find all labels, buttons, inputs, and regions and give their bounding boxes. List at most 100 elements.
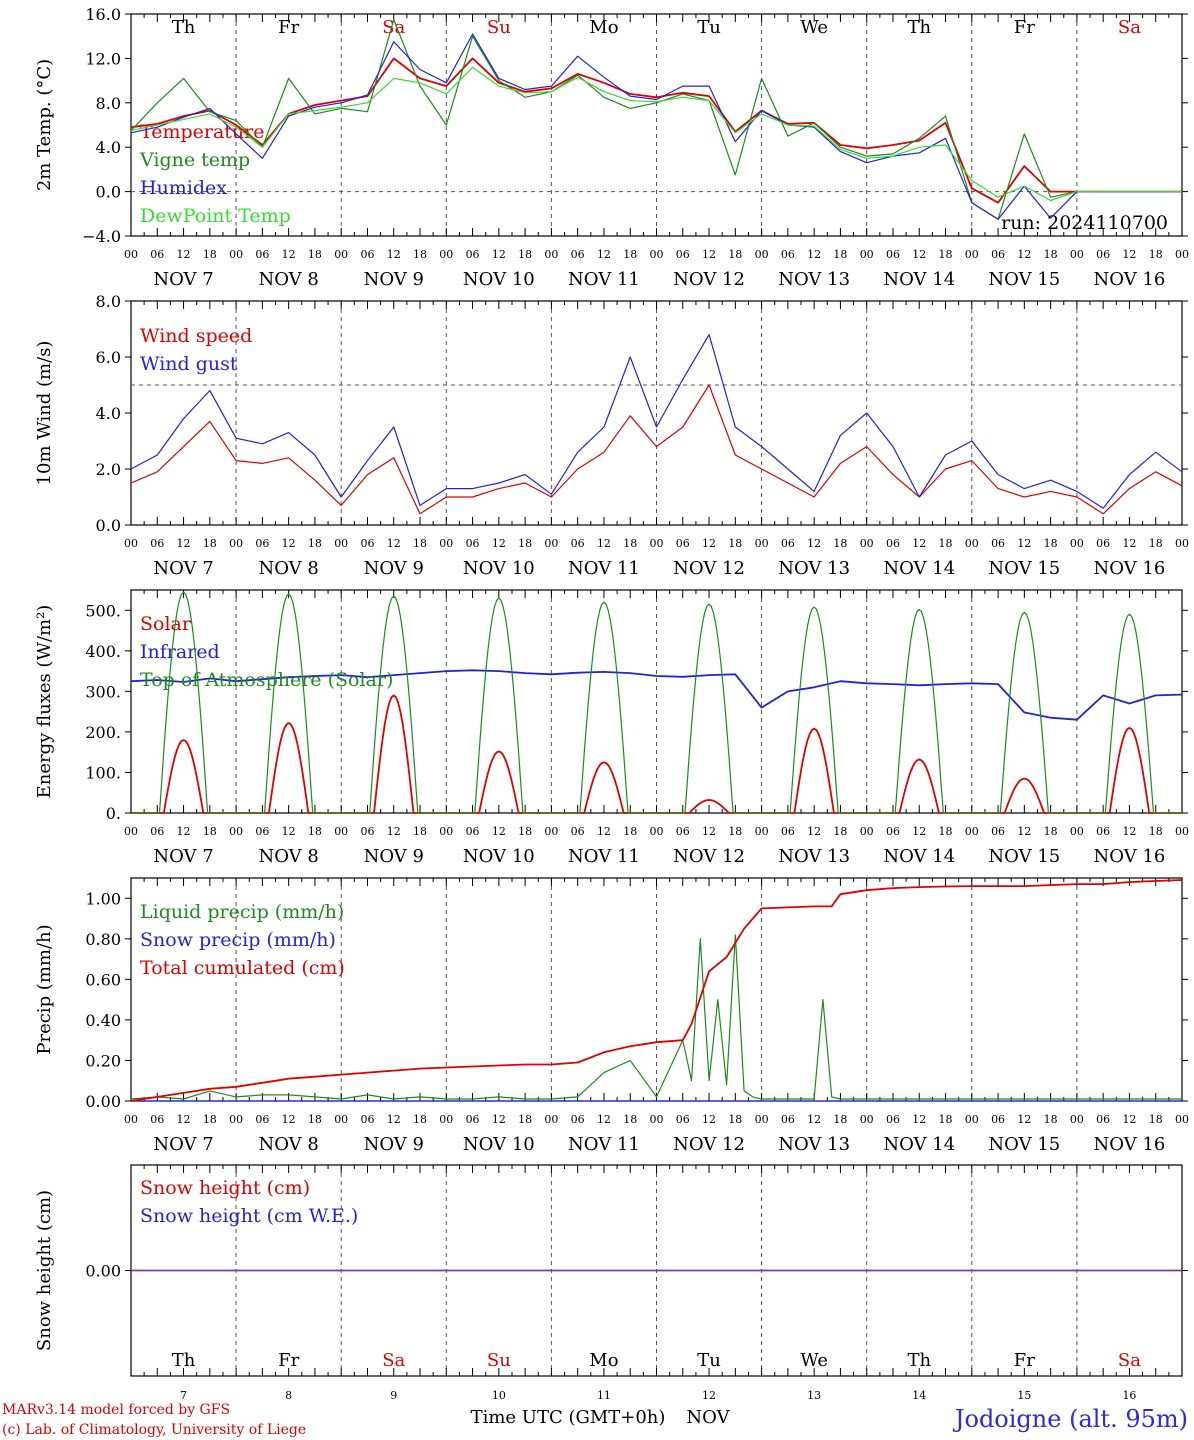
date-label: NOV 8: [258, 558, 318, 579]
hour-tick-label: 06: [991, 1113, 1005, 1126]
hour-tick-label: 06: [781, 248, 795, 261]
y-tick-label: 0.0: [96, 183, 121, 202]
hour-tick-label: 00: [1175, 1113, 1189, 1126]
hour-tick-label: 00: [860, 537, 874, 550]
series-line: [130, 384, 1183, 515]
hour-tick-label: 18: [518, 1113, 532, 1126]
hour-tick-label: 06: [676, 1113, 690, 1126]
y-tick-label: 0.: [106, 804, 121, 823]
legend-entry: Snow height (cm W.E.): [140, 1205, 358, 1227]
hour-tick-label: 00: [544, 825, 558, 838]
hour-tick-label: 12: [597, 537, 611, 550]
date-label: NOV 7: [153, 269, 213, 290]
hour-tick-label: 06: [676, 825, 690, 838]
hour-tick-label: 00: [1175, 825, 1189, 838]
hour-tick-label: 00: [334, 537, 348, 550]
hour-tick-label: 12: [807, 825, 821, 838]
hour-tick-label: 06: [571, 1113, 585, 1126]
y-tick-label: 0.60: [85, 970, 121, 989]
hour-tick-label: 00: [755, 248, 769, 261]
hour-tick-label: 06: [1096, 1113, 1110, 1126]
hour-tick-label: 18: [623, 537, 637, 550]
series-line: [130, 19, 1182, 220]
y-tick-label: 6.0: [96, 348, 121, 367]
hour-tick-label: 18: [1149, 1113, 1163, 1126]
hour-tick-label: 18: [203, 248, 217, 261]
hour-tick-label: 00: [124, 1113, 138, 1126]
hour-tick-label: 12: [492, 248, 506, 261]
hour-tick-label: 06: [255, 537, 269, 550]
hour-tick-label: 06: [781, 537, 795, 550]
hour-tick-label: 00: [860, 248, 874, 261]
y-tick-label: 4.0: [96, 138, 121, 157]
hour-tick-label: 12: [597, 1113, 611, 1126]
hour-tick-label: 18: [623, 248, 637, 261]
hour-tick-label: 12: [597, 248, 611, 261]
hour-tick-label: 18: [518, 537, 532, 550]
hour-tick-label: 00: [124, 537, 138, 550]
y-axis-label: Snow height (cm): [34, 1190, 55, 1351]
y-tick-label: 500.: [85, 601, 121, 620]
series-line: [130, 879, 1183, 1102]
hour-tick-label: 00: [755, 825, 769, 838]
wind-panel: 8.0 6.0 4.0 2.0 0.0 10m Wind (m/s) 00 06 12 18 NOV…: [34, 292, 1189, 579]
hour-tick-label: 18: [413, 248, 427, 261]
date-label: NOV 12: [673, 558, 745, 579]
date-label: NOV 11: [568, 1134, 640, 1155]
footer-model: MARv3.14 model forced by GFS: [2, 1402, 230, 1418]
hour-tick-label: 06: [676, 537, 690, 550]
hour-tick-label: 12: [177, 825, 191, 838]
date-label: NOV 7: [153, 846, 213, 867]
legend-entry: Wind gust: [140, 353, 238, 375]
hour-tick-label: 18: [833, 825, 847, 838]
hour-tick-label: 18: [939, 537, 953, 550]
hour-tick-label: 12: [387, 1113, 401, 1126]
hour-tick-label: 00: [439, 825, 453, 838]
hour-tick-label: 18: [1149, 537, 1163, 550]
hour-tick-label: 06: [1096, 825, 1110, 838]
hour-tick-label: 12: [597, 825, 611, 838]
hour-tick-label: 00: [965, 537, 979, 550]
hour-tick-label: 06: [255, 248, 269, 261]
hour-tick-label: 18: [413, 1113, 427, 1126]
hour-tick-label: 12: [702, 248, 716, 261]
day-number-label: 11: [597, 1389, 611, 1402]
hour-tick-label: 12: [702, 537, 716, 550]
hour-tick-label: 18: [1044, 825, 1058, 838]
day-number-label: 15: [1017, 1389, 1031, 1402]
hour-tick-label: 06: [781, 825, 795, 838]
day-number-label: 7: [180, 1389, 187, 1402]
date-label: NOV 13: [778, 558, 850, 579]
hour-tick-label: 12: [387, 825, 401, 838]
hour-tick-label: 00: [1070, 248, 1084, 261]
hour-tick-label: 00: [1070, 825, 1084, 838]
legend-entry: Top of Atmosphere (Solar): [140, 669, 393, 691]
hour-tick-label: 00: [439, 248, 453, 261]
temperature-panel: 16.0 12.0 8.0 4.0 0.0 −4.0 2m Temp. (°C) 00 06 12…: [34, 5, 1189, 290]
hour-tick-label: 00: [439, 1113, 453, 1126]
precip-panel: 1.00 0.80 0.60 0.40 0.20 0.00 Precip (mm/h) 00 0…: [34, 877, 1189, 1155]
hour-tick-label: 00: [860, 825, 874, 838]
weekday-label: Fr: [278, 1350, 299, 1371]
hour-tick-label: 00: [544, 1113, 558, 1126]
hour-tick-label: 18: [203, 537, 217, 550]
date-label: NOV 9: [364, 846, 424, 867]
hour-tick-label: 18: [728, 537, 742, 550]
hour-tick-label: 12: [177, 248, 191, 261]
y-axis-label: Precip (mm/h): [34, 924, 55, 1054]
date-label: NOV 12: [673, 269, 745, 290]
hour-tick-label: 12: [1017, 248, 1031, 261]
hour-tick-label: 06: [781, 1113, 795, 1126]
y-tick-label: 0.00: [85, 1262, 121, 1281]
date-label: NOV 13: [778, 269, 850, 290]
date-label: NOV 15: [988, 558, 1060, 579]
hour-tick-label: 12: [282, 825, 296, 838]
date-label: NOV 10: [463, 846, 535, 867]
hour-tick-label: 00: [755, 1113, 769, 1126]
day-number-label: 16: [1122, 1389, 1136, 1402]
hour-tick-label: 18: [728, 825, 742, 838]
hour-tick-label: 12: [807, 537, 821, 550]
legend-entry: Solar: [140, 613, 192, 635]
weekday-label: Mo: [589, 17, 618, 38]
